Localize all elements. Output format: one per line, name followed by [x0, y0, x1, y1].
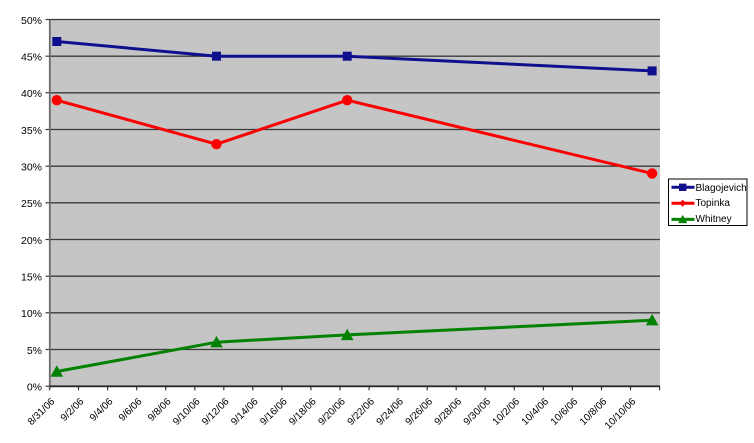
svg-text:15%: 15% [21, 272, 42, 284]
svg-text:35%: 35% [21, 125, 42, 137]
svg-text:Whitney: Whitney [696, 214, 732, 225]
svg-text:Topinka: Topinka [696, 198, 731, 209]
svg-text:0%: 0% [27, 382, 42, 394]
svg-text:Blagojevich: Blagojevich [696, 183, 747, 194]
svg-text:40%: 40% [21, 88, 42, 100]
svg-text:10%: 10% [21, 308, 42, 320]
svg-text:45%: 45% [21, 52, 42, 64]
svg-text:20%: 20% [21, 235, 42, 247]
svg-text:5%: 5% [27, 345, 42, 357]
svg-text:50%: 50% [21, 15, 42, 27]
svg-text:25%: 25% [21, 198, 42, 210]
svg-text:30%: 30% [21, 162, 42, 174]
